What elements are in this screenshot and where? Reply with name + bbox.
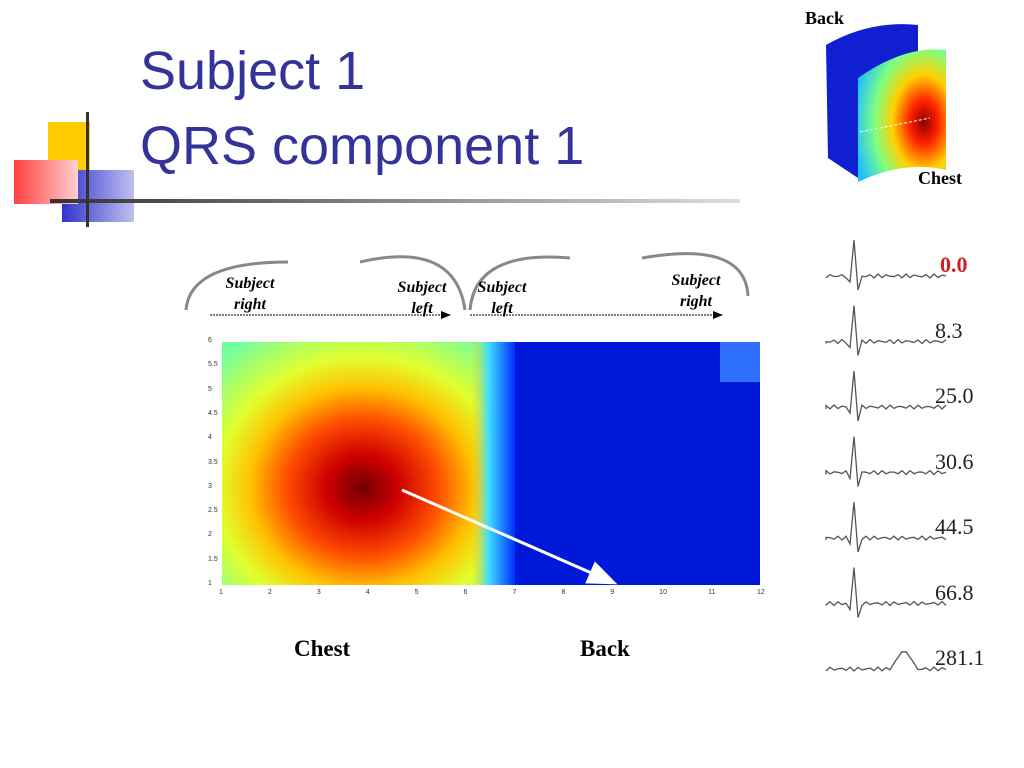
arc-label: Subject left (397, 279, 447, 317)
x-tick-label: 9 (610, 589, 615, 596)
arc (468, 255, 571, 311)
y-tick-label: 2 (208, 531, 212, 539)
title-rule (50, 199, 740, 203)
torso-chest (858, 49, 946, 182)
y-tick-label: 1.5 (208, 555, 218, 563)
trace-value: 281.1 (935, 645, 985, 670)
heatmap-arrow (401, 488, 618, 585)
x-tick-label: 5 (414, 589, 419, 596)
y-tick-label: 4 (208, 434, 212, 442)
arc (641, 252, 750, 297)
trace-value: 25.0 (935, 383, 974, 408)
trace-value: 0.0 (940, 252, 968, 277)
title-line: QRS component 1 (140, 116, 585, 176)
ecg-trace (825, 305, 947, 356)
x-tick-label: 11 (708, 589, 716, 596)
x-tick-label: 12 (757, 589, 765, 596)
arc-label: Subject right (225, 275, 275, 313)
x-tick-label: 3 (316, 589, 321, 596)
y-tick-label: 4.5 (208, 409, 218, 417)
figure-label: Chest (918, 168, 962, 188)
y-tick-label: 1 (208, 580, 212, 587)
region-label: Back (580, 636, 630, 661)
y-tick-label: 6 (208, 337, 212, 344)
x-tick-label: 2 (267, 589, 272, 596)
y-tick-label: 3.5 (208, 458, 218, 466)
ecg-trace (825, 239, 947, 291)
heatmap-corner (720, 342, 760, 382)
y-tick-label: 5.5 (208, 361, 218, 369)
traces (825, 239, 947, 672)
trace-value: 44.5 (935, 514, 974, 539)
deco-red (14, 160, 78, 204)
region-label: Chest (294, 636, 351, 661)
x-tick-label: 8 (561, 589, 566, 596)
heatmap-edge (470, 342, 515, 585)
trace-value: 8.3 (935, 317, 963, 343)
trace-value: 30.6 (935, 448, 974, 474)
y-tick-label: 3 (208, 482, 212, 490)
ecg-trace (825, 567, 947, 618)
y-tick-label: 2.5 (208, 507, 218, 515)
arc-label: Subject right (671, 272, 721, 310)
x-tick-label: 7 (512, 589, 517, 596)
x-tick-label: 10 (659, 589, 667, 596)
figure-label: Back (805, 8, 845, 28)
x-tick-label: 1 (219, 589, 223, 596)
torso-arrow (859, 117, 931, 133)
ecg-trace (825, 501, 947, 553)
arc (359, 255, 467, 311)
arc-label: Subject left (477, 279, 527, 317)
deco-vline (86, 112, 89, 227)
title-line: Subject 1 (140, 41, 366, 101)
x-tick-label: 6 (463, 589, 468, 596)
y-tick-label: 5 (208, 385, 212, 393)
heatmap-chest (222, 342, 492, 585)
trace-value: 66.8 (935, 579, 974, 605)
arc (184, 260, 289, 311)
ecg-trace (825, 651, 947, 672)
ecg-trace (825, 436, 947, 487)
ecg-trace (825, 370, 947, 422)
x-tick-label: 4 (365, 589, 370, 596)
